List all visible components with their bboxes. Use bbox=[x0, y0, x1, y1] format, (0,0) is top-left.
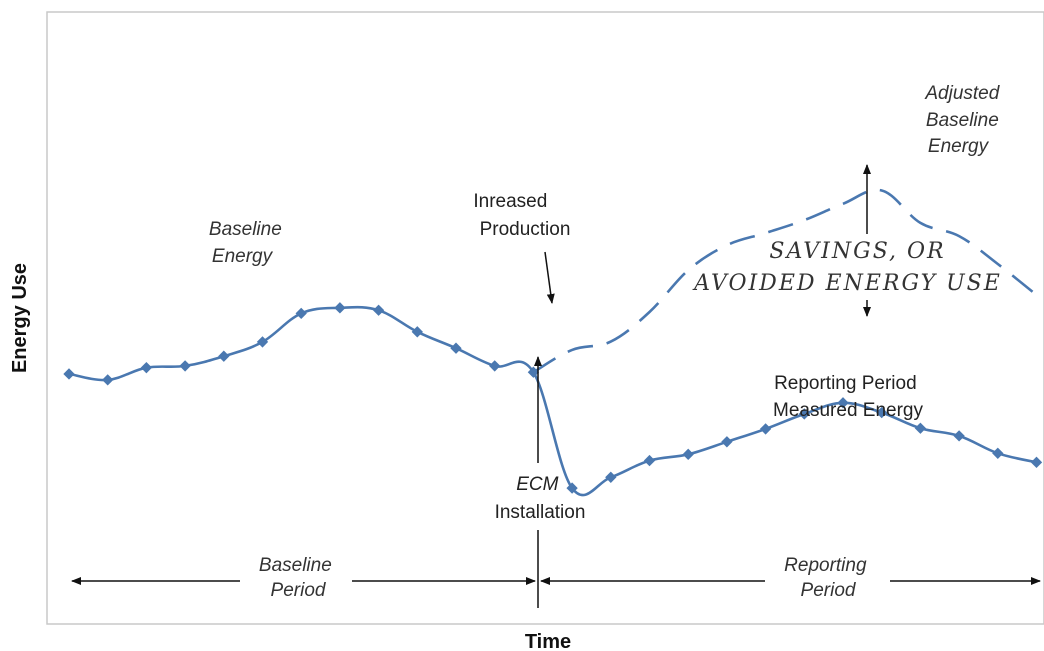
baseline-period-label: Baseline Period bbox=[259, 555, 337, 601]
x-axis-title: Time bbox=[525, 631, 571, 651]
adjusted-baseline-line bbox=[532, 188, 1038, 374]
data-point-marker bbox=[102, 374, 114, 386]
baseline-energy-label: Baseline Energy bbox=[209, 219, 287, 267]
data-point-marker bbox=[798, 408, 810, 420]
data-point-marker bbox=[334, 302, 346, 314]
data-point-marker bbox=[63, 368, 75, 380]
data-point-marker bbox=[372, 304, 385, 316]
ecm-installation-label: ECM Installation bbox=[495, 474, 586, 523]
data-point-marker bbox=[643, 454, 656, 467]
data-point-marker bbox=[992, 447, 1004, 459]
data-point-marker bbox=[682, 448, 694, 460]
data-point-marker bbox=[566, 482, 578, 494]
data-point-marker bbox=[1030, 456, 1043, 468]
measured-energy-line bbox=[68, 305, 1037, 497]
reporting-period-label: Reporting Period bbox=[784, 555, 872, 601]
data-point-marker bbox=[605, 471, 617, 483]
data-point-marker bbox=[489, 360, 501, 372]
reporting-measured-energy-label: Reporting Period Measured Energy bbox=[773, 373, 923, 421]
data-point-marker bbox=[179, 360, 191, 372]
data-point-marker bbox=[411, 326, 423, 338]
data-point-marker bbox=[837, 397, 849, 409]
data-point-marker bbox=[953, 430, 965, 442]
series-layer bbox=[63, 188, 1043, 497]
data-point-marker bbox=[876, 406, 888, 419]
plot-frame bbox=[46, 11, 1044, 625]
data-point-marker bbox=[759, 423, 772, 435]
data-point-marker bbox=[721, 436, 733, 448]
data-point-marker bbox=[914, 422, 927, 434]
data-point-marker bbox=[140, 362, 153, 374]
data-point-marker bbox=[295, 307, 307, 320]
adjusted-baseline-energy-label: Adjusted Baseline Energy bbox=[924, 83, 1004, 157]
y-axis-title: Energy Use bbox=[9, 263, 31, 373]
data-point-marker bbox=[450, 342, 462, 354]
increased-production-label: Inreased Production bbox=[473, 191, 570, 240]
data-point-marker bbox=[218, 350, 230, 362]
savings-label: SAVINGS, OR AVOIDED ENERGY USE bbox=[692, 239, 1002, 296]
increased-production-arrow bbox=[544, 251, 555, 304]
data-point-marker bbox=[256, 336, 269, 348]
